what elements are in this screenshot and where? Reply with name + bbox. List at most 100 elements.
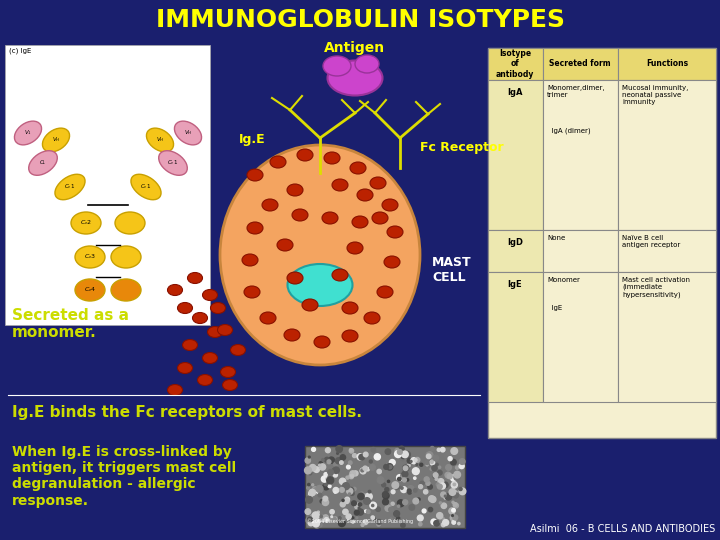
Circle shape [444, 495, 446, 497]
Circle shape [357, 509, 364, 515]
Circle shape [357, 454, 364, 460]
FancyBboxPatch shape [543, 272, 618, 402]
Circle shape [341, 453, 344, 455]
Circle shape [350, 471, 356, 476]
Circle shape [425, 461, 429, 464]
Circle shape [371, 516, 374, 519]
Circle shape [341, 502, 346, 507]
Circle shape [374, 454, 380, 460]
Circle shape [426, 464, 428, 466]
Circle shape [443, 519, 449, 525]
Circle shape [430, 460, 435, 465]
Circle shape [451, 482, 457, 488]
Circle shape [366, 493, 372, 500]
Circle shape [409, 505, 415, 510]
Ellipse shape [42, 128, 70, 152]
FancyBboxPatch shape [543, 80, 618, 230]
Circle shape [387, 464, 393, 470]
Text: Fc Receptor: Fc Receptor [420, 141, 503, 154]
Circle shape [401, 487, 407, 492]
FancyBboxPatch shape [5, 45, 210, 325]
Ellipse shape [158, 151, 187, 176]
Text: Mucosal immunity,
neonatal passive
immunity: Mucosal immunity, neonatal passive immun… [622, 85, 688, 105]
Circle shape [432, 465, 437, 471]
Text: $V_1$: $V_1$ [24, 129, 32, 138]
FancyBboxPatch shape [618, 272, 716, 402]
Ellipse shape [284, 329, 300, 341]
Circle shape [341, 516, 346, 521]
Text: ©2004 Elsevier Science/Garland Publishing: ©2004 Elsevier Science/Garland Publishin… [307, 518, 413, 524]
Circle shape [350, 491, 354, 495]
Ellipse shape [322, 212, 338, 224]
Circle shape [349, 449, 354, 453]
Circle shape [362, 495, 366, 500]
Circle shape [428, 508, 433, 512]
Circle shape [323, 496, 328, 501]
Circle shape [349, 474, 354, 478]
Text: Monomer,dimer,
trimer




  IgA (dimer): Monomer,dimer, trimer IgA (dimer) [547, 85, 605, 133]
Circle shape [328, 469, 333, 475]
Circle shape [327, 477, 333, 484]
Circle shape [413, 468, 419, 475]
Circle shape [447, 474, 452, 479]
Circle shape [328, 519, 331, 522]
Circle shape [368, 495, 370, 497]
Text: IgE: IgE [508, 280, 522, 289]
Circle shape [452, 521, 456, 524]
Ellipse shape [202, 289, 217, 300]
Circle shape [324, 482, 328, 485]
Circle shape [445, 473, 447, 475]
Circle shape [361, 469, 364, 472]
Circle shape [408, 464, 410, 467]
Circle shape [343, 483, 349, 490]
Circle shape [363, 519, 368, 524]
Circle shape [437, 484, 442, 489]
Ellipse shape [168, 384, 182, 395]
Circle shape [453, 492, 459, 498]
Circle shape [348, 461, 352, 464]
Circle shape [323, 483, 329, 490]
Circle shape [383, 492, 389, 499]
Circle shape [305, 467, 312, 474]
Ellipse shape [247, 169, 263, 181]
Circle shape [310, 496, 314, 500]
Circle shape [351, 493, 353, 495]
Circle shape [312, 493, 314, 495]
Circle shape [418, 515, 423, 521]
Circle shape [433, 455, 438, 461]
Circle shape [345, 497, 349, 502]
Circle shape [307, 517, 312, 522]
Circle shape [334, 491, 336, 493]
Ellipse shape [260, 312, 276, 324]
Circle shape [371, 448, 376, 452]
Circle shape [364, 498, 370, 504]
Circle shape [431, 519, 436, 525]
Circle shape [445, 494, 451, 500]
Circle shape [377, 469, 382, 474]
Circle shape [319, 464, 320, 466]
Circle shape [310, 464, 316, 471]
Circle shape [346, 514, 351, 519]
Circle shape [369, 464, 375, 470]
Circle shape [353, 487, 356, 490]
Circle shape [454, 491, 457, 495]
Circle shape [353, 471, 358, 476]
Ellipse shape [382, 199, 398, 211]
Ellipse shape [131, 174, 161, 200]
Circle shape [333, 517, 336, 521]
Circle shape [306, 496, 312, 503]
Ellipse shape [115, 212, 145, 234]
Circle shape [305, 509, 310, 515]
Circle shape [398, 450, 400, 453]
Text: IMMUNOGLOBULIN ISOTYPES: IMMUNOGLOBULIN ISOTYPES [156, 8, 564, 32]
Circle shape [322, 458, 324, 461]
Circle shape [392, 482, 399, 489]
Circle shape [312, 487, 318, 492]
Ellipse shape [247, 222, 263, 234]
Ellipse shape [384, 256, 400, 268]
Circle shape [403, 466, 408, 470]
Ellipse shape [297, 149, 313, 161]
Ellipse shape [323, 56, 351, 76]
Circle shape [401, 474, 406, 478]
Circle shape [318, 523, 322, 526]
